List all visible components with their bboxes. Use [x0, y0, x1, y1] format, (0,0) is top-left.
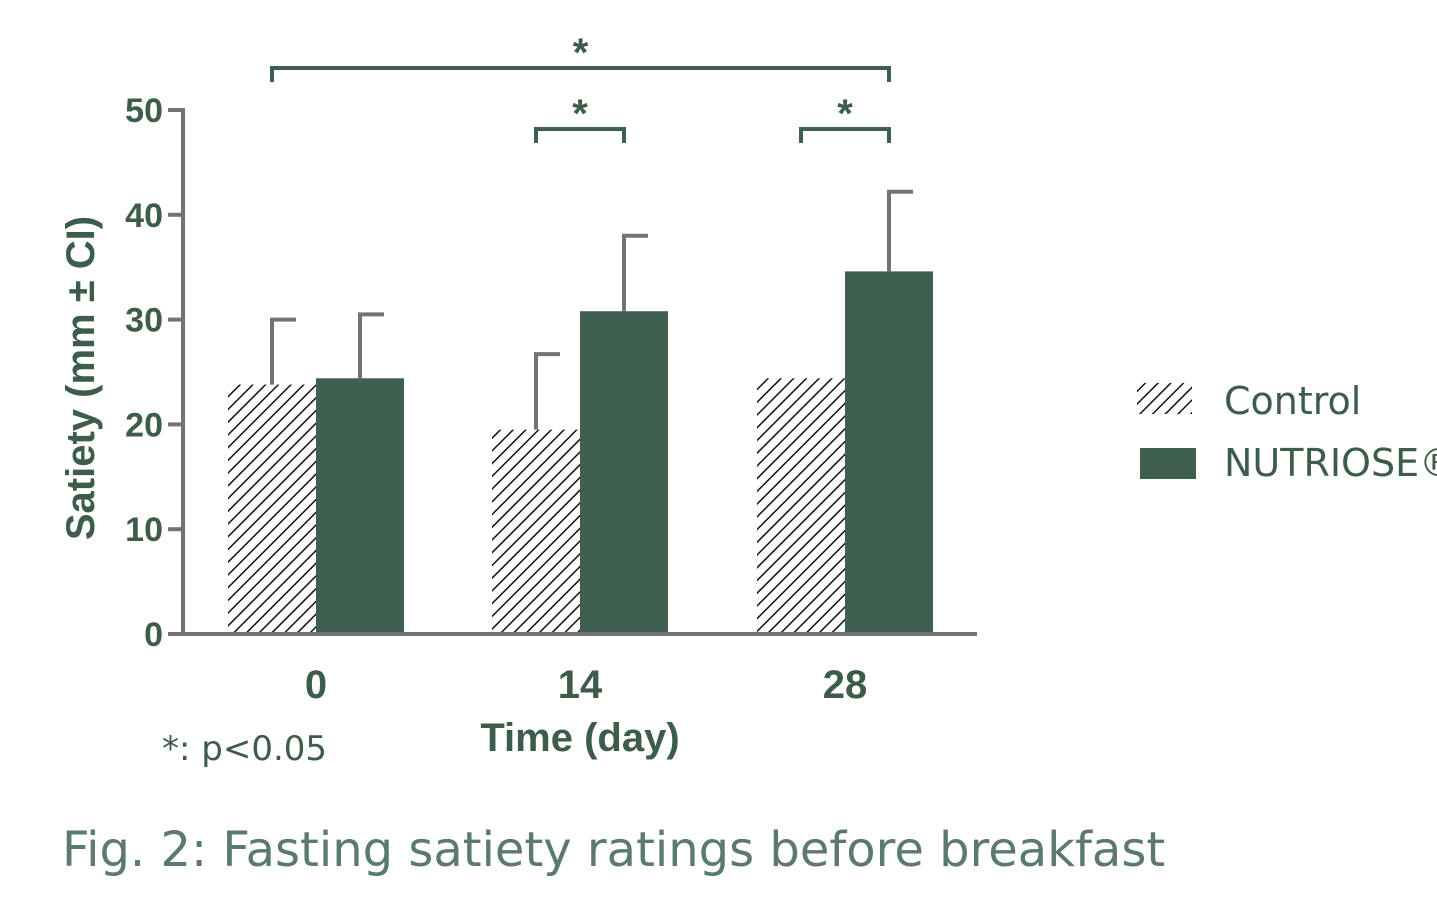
legend-swatch-nutriose: [1140, 448, 1196, 479]
bar-control-day28: [757, 378, 845, 634]
bar-nutriose-day14: [580, 311, 668, 634]
bar-control-day0: [228, 384, 316, 634]
y-tick-label: 10: [125, 511, 163, 549]
significance-star: *: [837, 92, 853, 136]
legend: Control NUTRIOSE®: [1137, 379, 1437, 485]
y-tick-label: 0: [144, 616, 163, 654]
y-tick-label: 20: [125, 406, 163, 444]
figure-caption: Fig. 2: Fasting satiety ratings before b…: [62, 822, 1165, 878]
significance-bracket: [799, 127, 891, 143]
x-tick-label: 28: [823, 663, 868, 707]
x-axis-label: Time (day): [480, 716, 679, 760]
bar-control-day14: [492, 429, 580, 634]
legend-label-control: Control: [1224, 379, 1361, 423]
x-tick-label: 14: [558, 663, 603, 707]
legend-swatch-control: [1137, 383, 1192, 414]
x-tick-label: 0: [305, 663, 327, 707]
bar-nutriose-day0: [316, 378, 404, 634]
y-axis-label: Satiety (mm ± CI): [59, 216, 103, 540]
significance-bracket: [270, 66, 891, 82]
significance-bracket: [534, 127, 626, 143]
significance-note: *: p<0.05: [162, 729, 327, 769]
y-tick-label: 40: [125, 197, 163, 235]
significance-star: *: [573, 31, 589, 75]
y-tick-label: 50: [125, 92, 163, 130]
bar-nutriose-day28: [845, 271, 933, 634]
legend-label-nutriose: NUTRIOSE®: [1224, 441, 1437, 485]
significance-star: *: [572, 92, 588, 136]
y-tick-label: 30: [125, 302, 163, 340]
